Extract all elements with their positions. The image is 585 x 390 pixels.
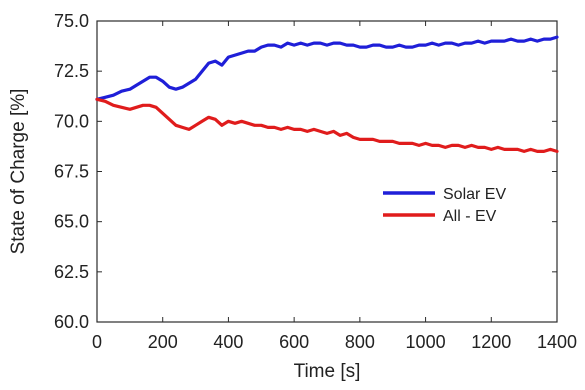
y-tick-label: 72.5 [54,61,89,81]
y-tick-label: 67.5 [54,162,89,182]
x-tick-label: 1200 [471,332,511,352]
legend-label-solar-ev: Solar EV [443,186,506,203]
legend: Solar EV All - EV [383,186,506,225]
y-tick-label: 62.5 [54,262,89,282]
x-tick-label: 800 [345,332,375,352]
x-tick-label: 200 [148,332,178,352]
y-tick-label: 70.0 [54,111,89,131]
x-tick-label: 1000 [406,332,446,352]
x-tick-label: 0 [92,332,102,352]
x-tick-label: 600 [279,332,309,352]
y-tick-label: 65.0 [54,212,89,232]
y-tick-label: 75.0 [54,11,89,31]
x-tick-label: 400 [213,332,243,352]
y-tick-label: 60.0 [54,312,89,332]
axis-ticks: 0 200 400 600 800 1000 1200 1400 60.0 62.5 65.0 67.… [54,11,577,352]
series-lines [95,35,559,153]
series-line-solar-ev [95,35,559,101]
x-axis-label: Time [s] [294,361,361,382]
y-axis-label: State of Charge [%] [8,89,29,255]
series-line-all-ev [95,97,559,153]
plot-area-frame [96,20,558,323]
legend-label-all-ev: All - EV [443,208,497,225]
x-tick-label: 1400 [537,332,577,352]
